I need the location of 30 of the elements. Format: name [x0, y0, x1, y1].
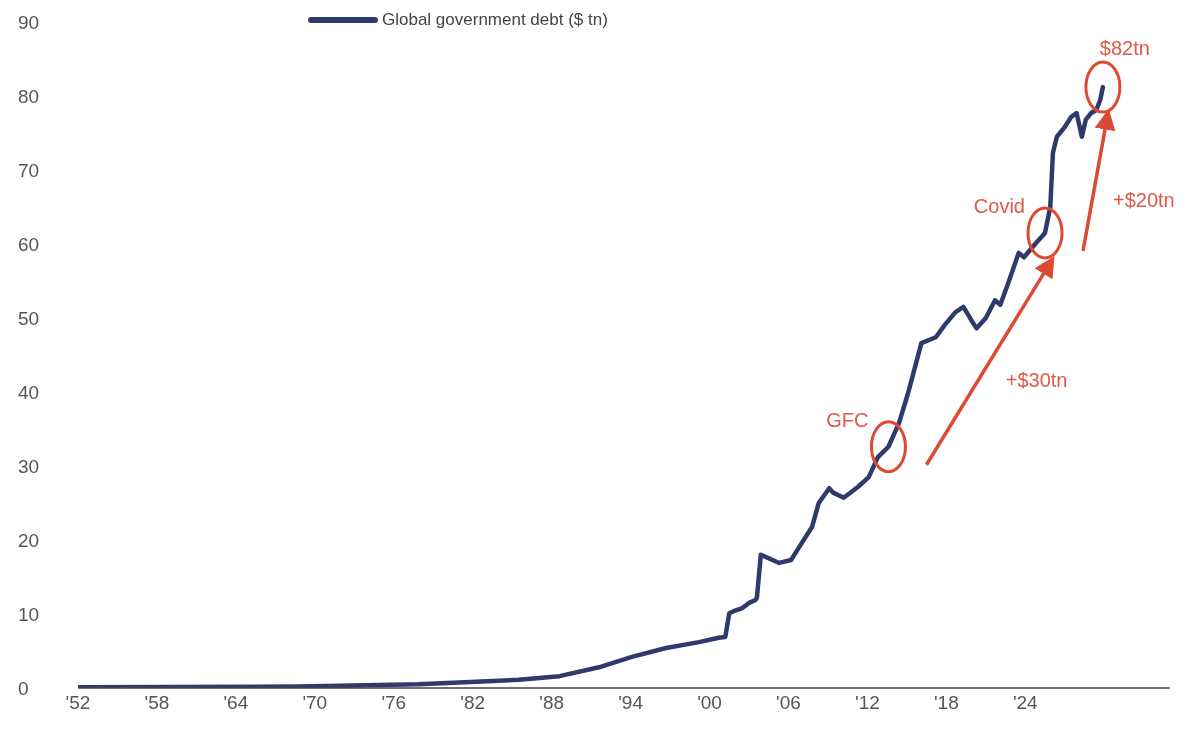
y-tick-label: 20 — [18, 529, 40, 551]
x-tick-label: '64 — [223, 692, 249, 714]
legend-label: Global government debt ($ tn) — [382, 10, 608, 30]
x-tick-label: '00 — [697, 692, 722, 714]
x-tick-label: '52 — [65, 692, 91, 714]
y-tick-label: 10 — [18, 603, 40, 625]
y-tick-label: 0 — [18, 677, 29, 699]
x-tick-label: '06 — [776, 692, 801, 714]
y-tick-label: 60 — [18, 233, 40, 255]
y-tick-label: 80 — [18, 85, 40, 107]
annotation: $82tn — [1099, 37, 1150, 60]
x-tick-label: '82 — [460, 692, 486, 714]
x-tick-label: '76 — [381, 692, 407, 714]
annotation: +$20tn — [1112, 189, 1175, 212]
x-tick-label: '18 — [933, 692, 959, 714]
x-tick-label: '94 — [618, 692, 644, 714]
y-tick-label: 50 — [18, 307, 40, 329]
x-tick-label: '88 — [539, 692, 565, 714]
annotation: +$30tn — [1005, 368, 1068, 391]
x-tick-label: '58 — [144, 692, 170, 714]
y-tick-label: 40 — [18, 381, 40, 403]
annotation: Covid — [973, 194, 1026, 217]
x-tick-label: '24 — [1012, 692, 1039, 714]
x-tick-label: '12 — [855, 692, 880, 714]
y-tick-label: 70 — [18, 159, 40, 181]
annotation: GFC — [826, 408, 869, 431]
y-tick-label: 90 — [18, 11, 40, 33]
y-tick-label: 30 — [18, 455, 40, 477]
x-tick-label: '70 — [302, 692, 328, 714]
line-series — [78, 84, 1106, 688]
